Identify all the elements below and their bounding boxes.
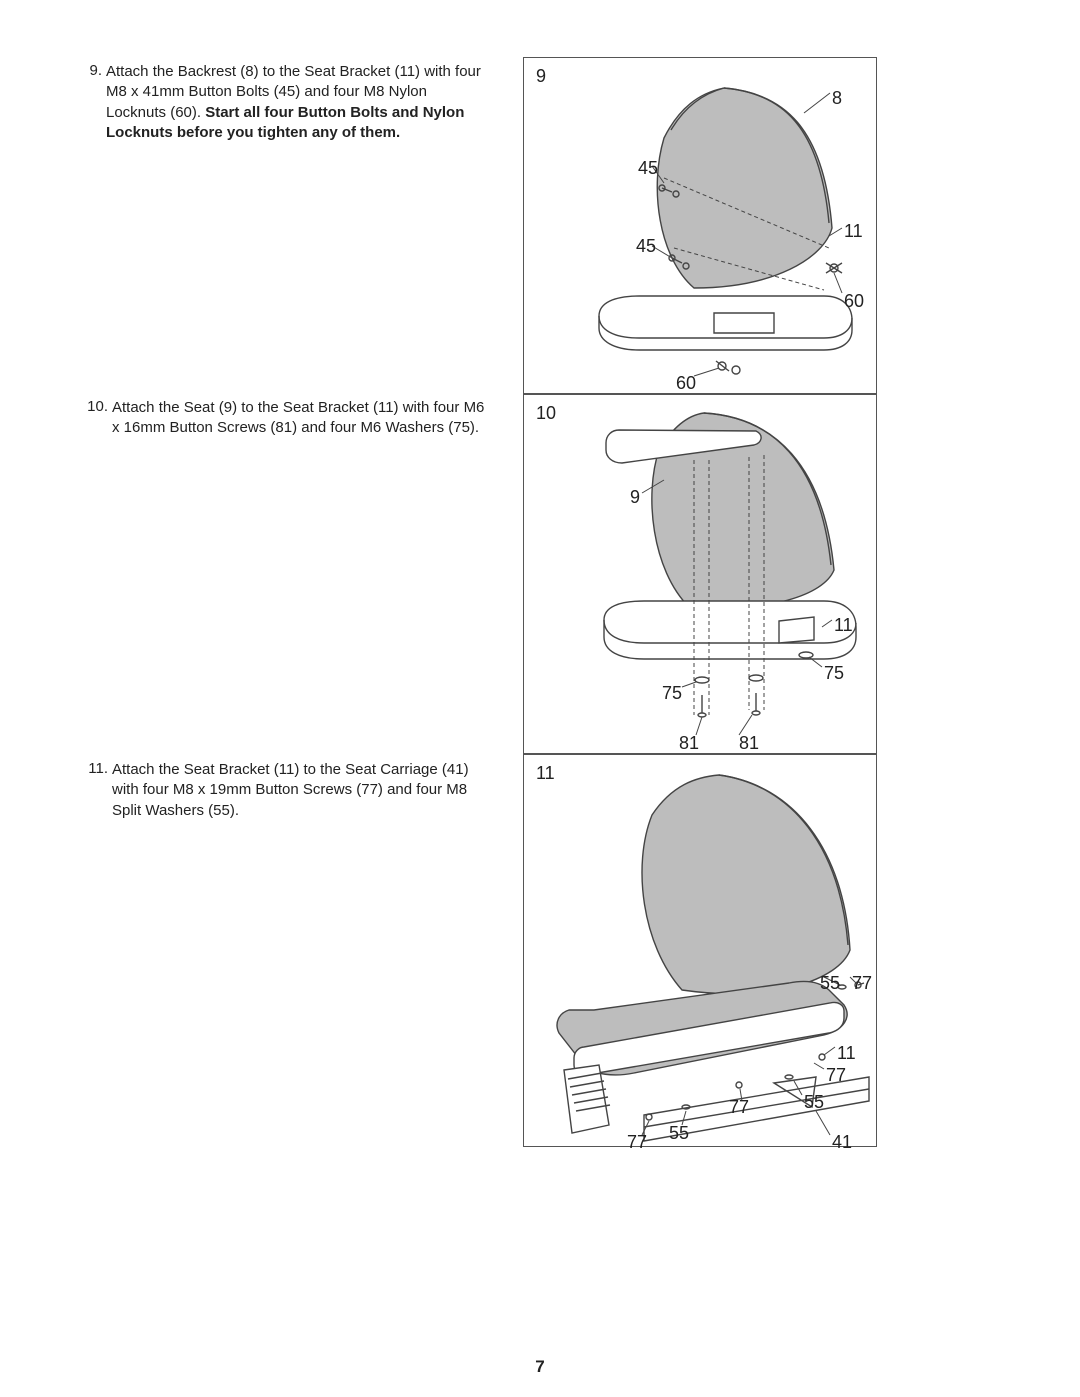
part-callout-label: 55: [820, 973, 840, 994]
step-number: 11.: [82, 760, 108, 777]
step-number: 10.: [82, 398, 108, 415]
part-callout-label: 77: [826, 1065, 846, 1086]
diagram-11: 11: [523, 754, 877, 1147]
diagram-step-number: 11: [536, 763, 555, 784]
part-callout-label: 81: [739, 733, 759, 754]
part-callout-label: 45: [638, 158, 658, 179]
part-callout-label: 77: [729, 1097, 749, 1118]
part-callout-label: 60: [844, 291, 864, 312]
step-text: Attach the Seat (9) to the Seat Bracket …: [112, 398, 492, 439]
part-callout-label: 11: [844, 221, 863, 242]
part-callout-label: 60: [676, 373, 696, 394]
part-callout-label: 41: [832, 1132, 852, 1153]
part-callout-label: 11: [834, 615, 853, 636]
part-callout-label: 75: [824, 663, 844, 684]
step-text: Attach the Backrest (8) to the Seat Brac…: [106, 62, 486, 143]
part-callout-label: 45: [636, 236, 656, 257]
part-callout-label: 77: [852, 973, 872, 994]
step-text-bold: Start all four Button Bolts and Nylon Lo…: [106, 104, 464, 141]
part-callout-label: 11: [837, 1043, 856, 1064]
diagram-step-number: 10: [536, 403, 556, 424]
diagram-10: 10: [523, 394, 877, 754]
instruction-step: 10.Attach the Seat (9) to the Seat Brack…: [82, 398, 502, 439]
part-callout-label: 81: [679, 733, 699, 754]
part-callout-label: 8: [832, 88, 842, 109]
part-callout-label: 55: [804, 1092, 824, 1113]
page-number: 7: [0, 1357, 1080, 1377]
diagram-step-number: 9: [536, 66, 546, 87]
instruction-step: 9.Attach the Backrest (8) to the Seat Br…: [82, 62, 502, 143]
step-text: Attach the Seat Bracket (11) to the Seat…: [112, 760, 492, 821]
part-callout-label: 75: [662, 683, 682, 704]
part-callout-label: 55: [669, 1123, 689, 1144]
part-callout-label: 77: [627, 1132, 647, 1153]
step-number: 9.: [82, 62, 102, 79]
instruction-step: 11.Attach the Seat Bracket (11) to the S…: [82, 760, 502, 821]
part-callout-label: 9: [630, 487, 640, 508]
diagram-9: 9: [523, 57, 877, 394]
manual-page: 9.Attach the Backrest (8) to the Seat Br…: [0, 0, 1080, 1397]
